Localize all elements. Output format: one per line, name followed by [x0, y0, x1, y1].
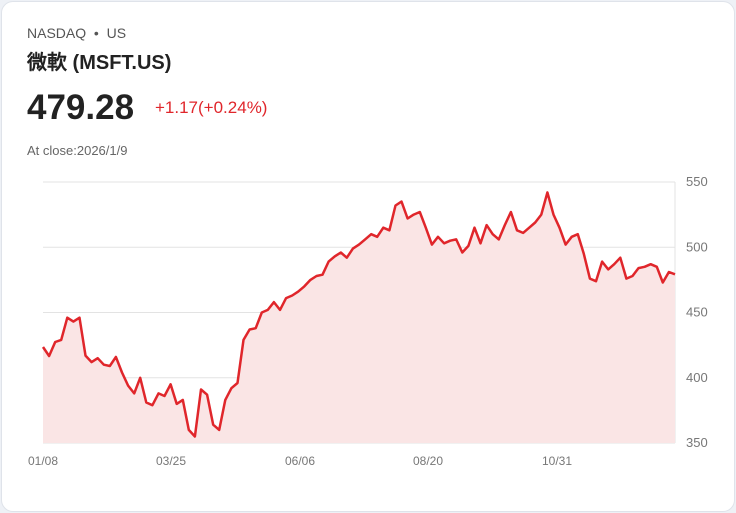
exchange-label: NASDAQ • US [27, 25, 127, 41]
y-tick-label: 500 [686, 239, 708, 254]
x-tick-label: 01/08 [28, 454, 58, 468]
x-tick-label: 03/25 [156, 454, 186, 468]
x-tick-label: 06/06 [285, 454, 315, 468]
x-tick-label: 08/20 [413, 454, 443, 468]
close-date: At close:2026/1/9 [27, 143, 128, 158]
y-tick-label: 550 [686, 174, 708, 189]
stock-price: 479.28 [27, 88, 135, 127]
y-tick-label: 450 [686, 305, 708, 320]
y-tick-label: 400 [686, 370, 708, 385]
price-change: +1.17(+0.24%) [155, 98, 268, 117]
price-line [41, 191, 676, 438]
area-fill [43, 192, 675, 443]
stock-name: 微軟 (MSFT.US) [27, 52, 172, 74]
y-tick-label: 350 [686, 435, 708, 450]
x-tick-label: 10/31 [542, 454, 572, 468]
